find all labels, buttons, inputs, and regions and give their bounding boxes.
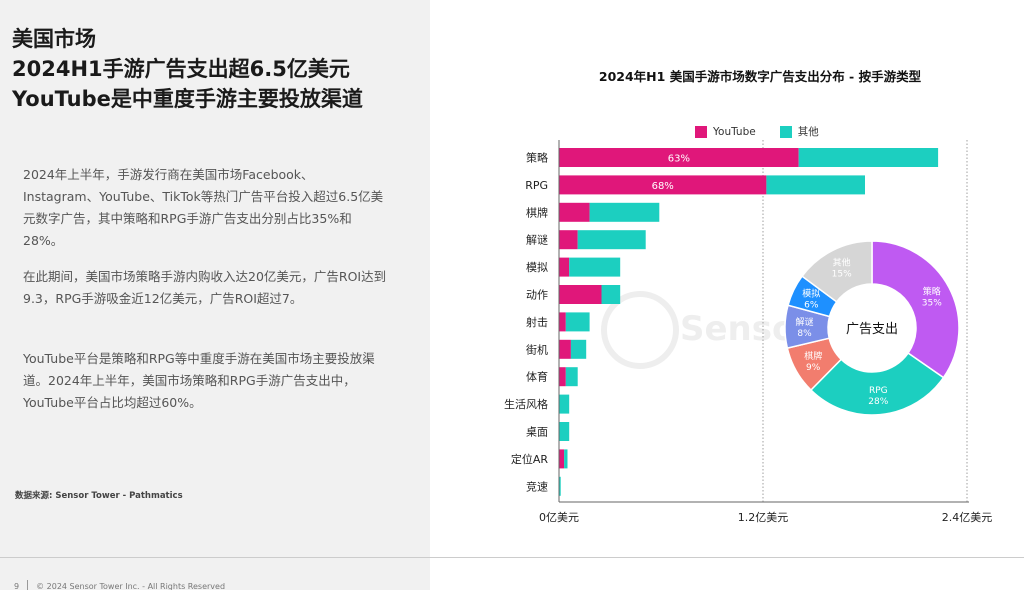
copyright: © 2024 Sensor Tower Inc. - All Rights Re… (36, 582, 226, 590)
category-label-0: 策略 (526, 151, 548, 165)
bar-youtube-3 (559, 230, 578, 250)
donut-slice-value-0: 35% (922, 299, 942, 309)
legend-swatch-other (779, 125, 792, 138)
donut-slice-value-2: 9% (806, 363, 821, 373)
donut-slice-name-1: RPG (869, 386, 888, 396)
donut-slice-name-4: 模拟 (802, 288, 820, 300)
paragraph-1: 2024年上半年，手游发行商在美国市场Facebook、Instagram、Yo… (23, 167, 384, 248)
watermark-logo (601, 291, 679, 369)
data-source: 数据来源: Sensor Tower - Pathmatics (15, 491, 183, 501)
donut-slice-name-2: 棋牌 (804, 350, 822, 362)
donut-center-label: 广告支出 (846, 322, 898, 337)
donut-slice-value-3: 8% (797, 329, 812, 339)
footer-separator (27, 580, 29, 590)
paragraph-2: 在此期间，美国市场策略手游内购收入达20亿美元，广告ROI达到9.3，RPG手游… (23, 269, 387, 306)
headline-line-3: YouTube是中重度手游主要投放渠道 (12, 87, 363, 111)
donut-slice-value-1: 28% (868, 397, 888, 407)
bar-youtube-7 (559, 339, 571, 359)
bar-other-1 (766, 175, 865, 195)
donut-slice-name-5: 其他 (833, 257, 851, 269)
bar-other-8 (565, 367, 578, 387)
bar-youtube-1 (559, 175, 767, 195)
chart-title: 2024年H1 美国手游市场数字广告支出分布 - 按手游类型 (598, 69, 922, 84)
category-label-12: 竞速 (526, 479, 548, 493)
headline: 美国市场 2024H1手游广告支出超6.5亿美元 YouTube是中重度手游主要… (12, 24, 363, 114)
bar-youtube-8 (559, 367, 566, 387)
donut-slice-0 (871, 240, 960, 379)
x-tick-label-0: 0亿美元 (539, 511, 579, 524)
footer-divider (0, 557, 1024, 558)
donut-slice-5 (801, 240, 873, 303)
chart-legend: YouTube 其他 (695, 124, 819, 139)
paragraph-3: YouTube平台是策略和RPG等中重度手游在美国市场主要投放渠道。2024年上… (23, 351, 375, 410)
category-label-11: 定位AR (511, 452, 549, 466)
headline-line-2: 2024H1手游广告支出超6.5亿美元 (12, 57, 350, 81)
category-label-5: 动作 (526, 289, 548, 302)
donut-slice-name-0: 策略 (923, 286, 941, 298)
headline-line-1: 美国市场 (12, 27, 96, 51)
bar-youtube-0 (559, 148, 799, 167)
bar-other-0 (798, 148, 939, 167)
donut-slice-value-4: 6% (804, 301, 819, 311)
legend-swatch-youtube (695, 125, 707, 138)
category-label-2: 棋牌 (526, 205, 548, 219)
category-label-6: 射击 (526, 315, 548, 329)
category-label-10: 桌面 (526, 426, 548, 439)
bar-youtube-6 (559, 312, 566, 332)
bar-other-3 (577, 230, 646, 250)
bar-other-12 (559, 476, 561, 496)
page-number: 9 (14, 582, 20, 590)
bar-youtube-2 (559, 202, 590, 222)
donut-slice-1 (809, 352, 945, 416)
legend-item-youtube: YouTube (695, 124, 756, 139)
chart-grid (762, 140, 968, 502)
category-label-3: 解谜 (526, 233, 548, 247)
legend-label-other: 其他 (797, 126, 819, 138)
bar-other-2 (589, 202, 660, 222)
bar-other-7 (570, 339, 587, 359)
category-label-4: 模拟 (526, 260, 548, 274)
category-label-9: 生活风格 (504, 397, 548, 411)
legend-item-other: 其他 (779, 124, 819, 139)
bar-other-4 (569, 257, 621, 277)
footer: 9 © 2024 Sensor Tower Inc. - All Rights R… (14, 580, 225, 590)
bar-other-6 (565, 312, 590, 332)
category-label-1: RPG (525, 179, 548, 192)
data-label-1: 68% (652, 181, 674, 192)
bar-other-9 (559, 394, 570, 414)
donut-slice-value-5: 15% (832, 270, 852, 280)
bar-other-5 (601, 285, 621, 304)
legend-label-youtube: YouTube (713, 125, 756, 138)
x-tick-label-1: 1.2亿美元 (738, 511, 789, 524)
left-panel: 美国市场 2024H1手游广告支出超6.5亿美元 YouTube是中重度手游主要… (0, 0, 430, 590)
x-tick-label-2: 2.4亿美元 (942, 511, 993, 524)
category-label-8: 体育 (526, 370, 548, 384)
donut-slice-name-3: 解谜 (796, 316, 814, 328)
bar-other-10 (559, 422, 570, 441)
bar-youtube-4 (559, 257, 570, 277)
bar-other-11 (564, 449, 568, 469)
bar-youtube-5 (559, 285, 602, 304)
category-label-7: 街机 (526, 342, 548, 356)
bar-youtube-11 (559, 449, 565, 469)
x-axis: 0亿美元 1.2亿美元 2.4亿美元 (539, 140, 992, 524)
data-label-0: 63% (668, 154, 690, 165)
